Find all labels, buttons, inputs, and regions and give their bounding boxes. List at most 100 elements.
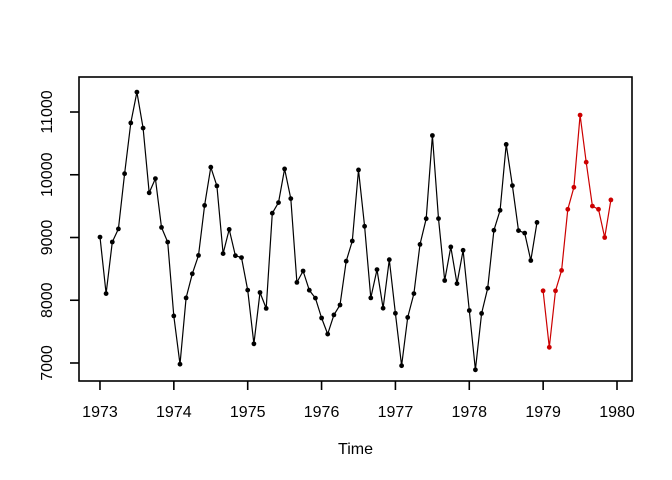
data-point-forecast-1979 <box>559 268 564 273</box>
data-point-observed-1973-1978 <box>331 312 337 318</box>
data-point-forecast-1979 <box>602 235 608 240</box>
data-point-observed-1973-1978 <box>177 361 183 367</box>
x-axis: 1973 1974 1975 1976 1977 1978 1979 1980 <box>82 381 635 421</box>
data-point-observed-1973-1978 <box>288 196 294 202</box>
data-point-observed-1973-1978 <box>122 171 127 177</box>
data-point-forecast-1979 <box>608 197 614 203</box>
x-tick-label: 1975 <box>230 404 266 421</box>
data-point-observed-1973-1978 <box>189 271 195 277</box>
data-point-observed-1973-1978 <box>356 167 361 173</box>
data-point-forecast-1979 <box>565 206 571 212</box>
y-tick-label: 11000 <box>39 90 56 133</box>
data-point-observed-1973-1978 <box>134 89 140 95</box>
x-tick-label: 1980 <box>599 404 635 421</box>
data-point-observed-1973-1978 <box>442 278 448 283</box>
data-point-observed-1973-1978 <box>251 341 257 347</box>
series-line-observed-1973-1978 <box>99 91 538 371</box>
data-point-observed-1973-1978 <box>362 223 367 229</box>
data-point-observed-1973-1978 <box>153 176 158 182</box>
y-tick-label: 9000 <box>39 220 56 256</box>
data-point-observed-1973-1978 <box>374 267 380 272</box>
data-point-observed-1973-1978 <box>146 190 152 196</box>
data-point-observed-1973-1978 <box>528 258 534 263</box>
data-point-observed-1973-1978 <box>276 200 281 206</box>
data-point-observed-1973-1978 <box>257 290 263 295</box>
data-point-observed-1973-1978 <box>448 244 454 250</box>
data-point-observed-1973-1978 <box>460 247 466 253</box>
data-point-observed-1973-1978 <box>522 230 528 236</box>
data-point-observed-1973-1978 <box>516 228 521 234</box>
data-point-observed-1973-1978 <box>491 227 497 233</box>
data-point-observed-1973-1978 <box>103 291 109 296</box>
data-point-observed-1973-1978 <box>245 287 251 293</box>
data-point-observed-1973-1978 <box>226 227 232 232</box>
data-point-observed-1973-1978 <box>140 125 146 131</box>
data-point-observed-1973-1978 <box>473 367 478 373</box>
x-tick-label: 1976 <box>304 404 340 421</box>
data-point-observed-1973-1978 <box>165 239 171 245</box>
data-point-observed-1973-1978 <box>220 251 226 256</box>
data-point-observed-1973-1978 <box>423 216 429 222</box>
data-point-forecast-1979 <box>540 288 546 294</box>
data-point-observed-1973-1978 <box>294 280 300 285</box>
data-point-observed-1973-1978 <box>109 239 115 245</box>
data-point-observed-1973-1978 <box>466 308 472 313</box>
data-point-observed-1973-1978 <box>325 331 331 337</box>
data-point-observed-1973-1978 <box>159 225 164 230</box>
plot-box <box>78 76 633 382</box>
data-point-observed-1973-1978 <box>349 238 355 244</box>
data-point-forecast-1979 <box>571 184 577 190</box>
data-point-observed-1973-1978 <box>171 313 177 319</box>
data-point-observed-1973-1978 <box>497 207 503 213</box>
x-tick-label: 1979 <box>525 404 561 421</box>
x-tick-label: 1978 <box>451 404 487 421</box>
data-point-observed-1973-1978 <box>233 253 238 259</box>
y-tick-label: 8000 <box>39 282 56 318</box>
data-point-observed-1973-1978 <box>183 295 189 301</box>
data-point-observed-1973-1978 <box>534 220 540 225</box>
x-tick-label: 1977 <box>378 404 414 421</box>
data-point-observed-1973-1978 <box>380 305 386 311</box>
data-point-observed-1973-1978 <box>202 203 208 208</box>
data-point-observed-1973-1978 <box>393 310 398 316</box>
data-point-observed-1973-1978 <box>319 315 324 321</box>
data-point-forecast-1979 <box>546 344 552 350</box>
data-point-observed-1973-1978 <box>454 281 460 286</box>
data-point-forecast-1979 <box>596 206 601 212</box>
data-point-observed-1973-1978 <box>97 234 103 240</box>
data-point-observed-1973-1978 <box>196 253 201 258</box>
data-point-observed-1973-1978 <box>405 315 411 320</box>
data-point-forecast-1979 <box>583 159 589 165</box>
data-point-observed-1973-1978 <box>263 306 269 311</box>
data-point-forecast-1979 <box>590 203 595 209</box>
data-point-observed-1973-1978 <box>411 291 417 296</box>
data-point-observed-1973-1978 <box>214 183 220 189</box>
data-point-observed-1973-1978 <box>417 242 423 247</box>
plot-box-group <box>78 76 633 382</box>
data-point-observed-1973-1978 <box>300 268 306 274</box>
x-tick-label: 1973 <box>82 404 118 421</box>
data-point-forecast-1979 <box>577 112 583 118</box>
data-point-observed-1973-1978 <box>313 295 318 301</box>
y-tick-label: 10000 <box>39 152 56 197</box>
data-point-observed-1973-1978 <box>368 295 374 301</box>
data-point-observed-1973-1978 <box>430 133 435 138</box>
data-point-observed-1973-1978 <box>510 183 515 189</box>
data-point-observed-1973-1978 <box>503 142 509 147</box>
data-point-observed-1973-1978 <box>239 255 244 260</box>
data-point-observed-1973-1978 <box>485 285 491 291</box>
series-line-forecast-1979 <box>542 114 612 348</box>
data-point-observed-1973-1978 <box>208 164 214 170</box>
data-point-observed-1973-1978 <box>282 166 287 172</box>
y-axis: 7000 8000 9000 10000 11000 <box>39 90 79 381</box>
data-point-observed-1973-1978 <box>386 257 392 263</box>
x-axis-title: Time <box>338 441 373 458</box>
x-tick-label: 1974 <box>156 404 192 421</box>
data-point-observed-1973-1978 <box>269 210 275 216</box>
data-point-observed-1973-1978 <box>337 302 343 308</box>
data-point-observed-1973-1978 <box>343 258 349 264</box>
data-point-observed-1973-1978 <box>436 216 441 222</box>
data-point-observed-1973-1978 <box>128 120 134 126</box>
